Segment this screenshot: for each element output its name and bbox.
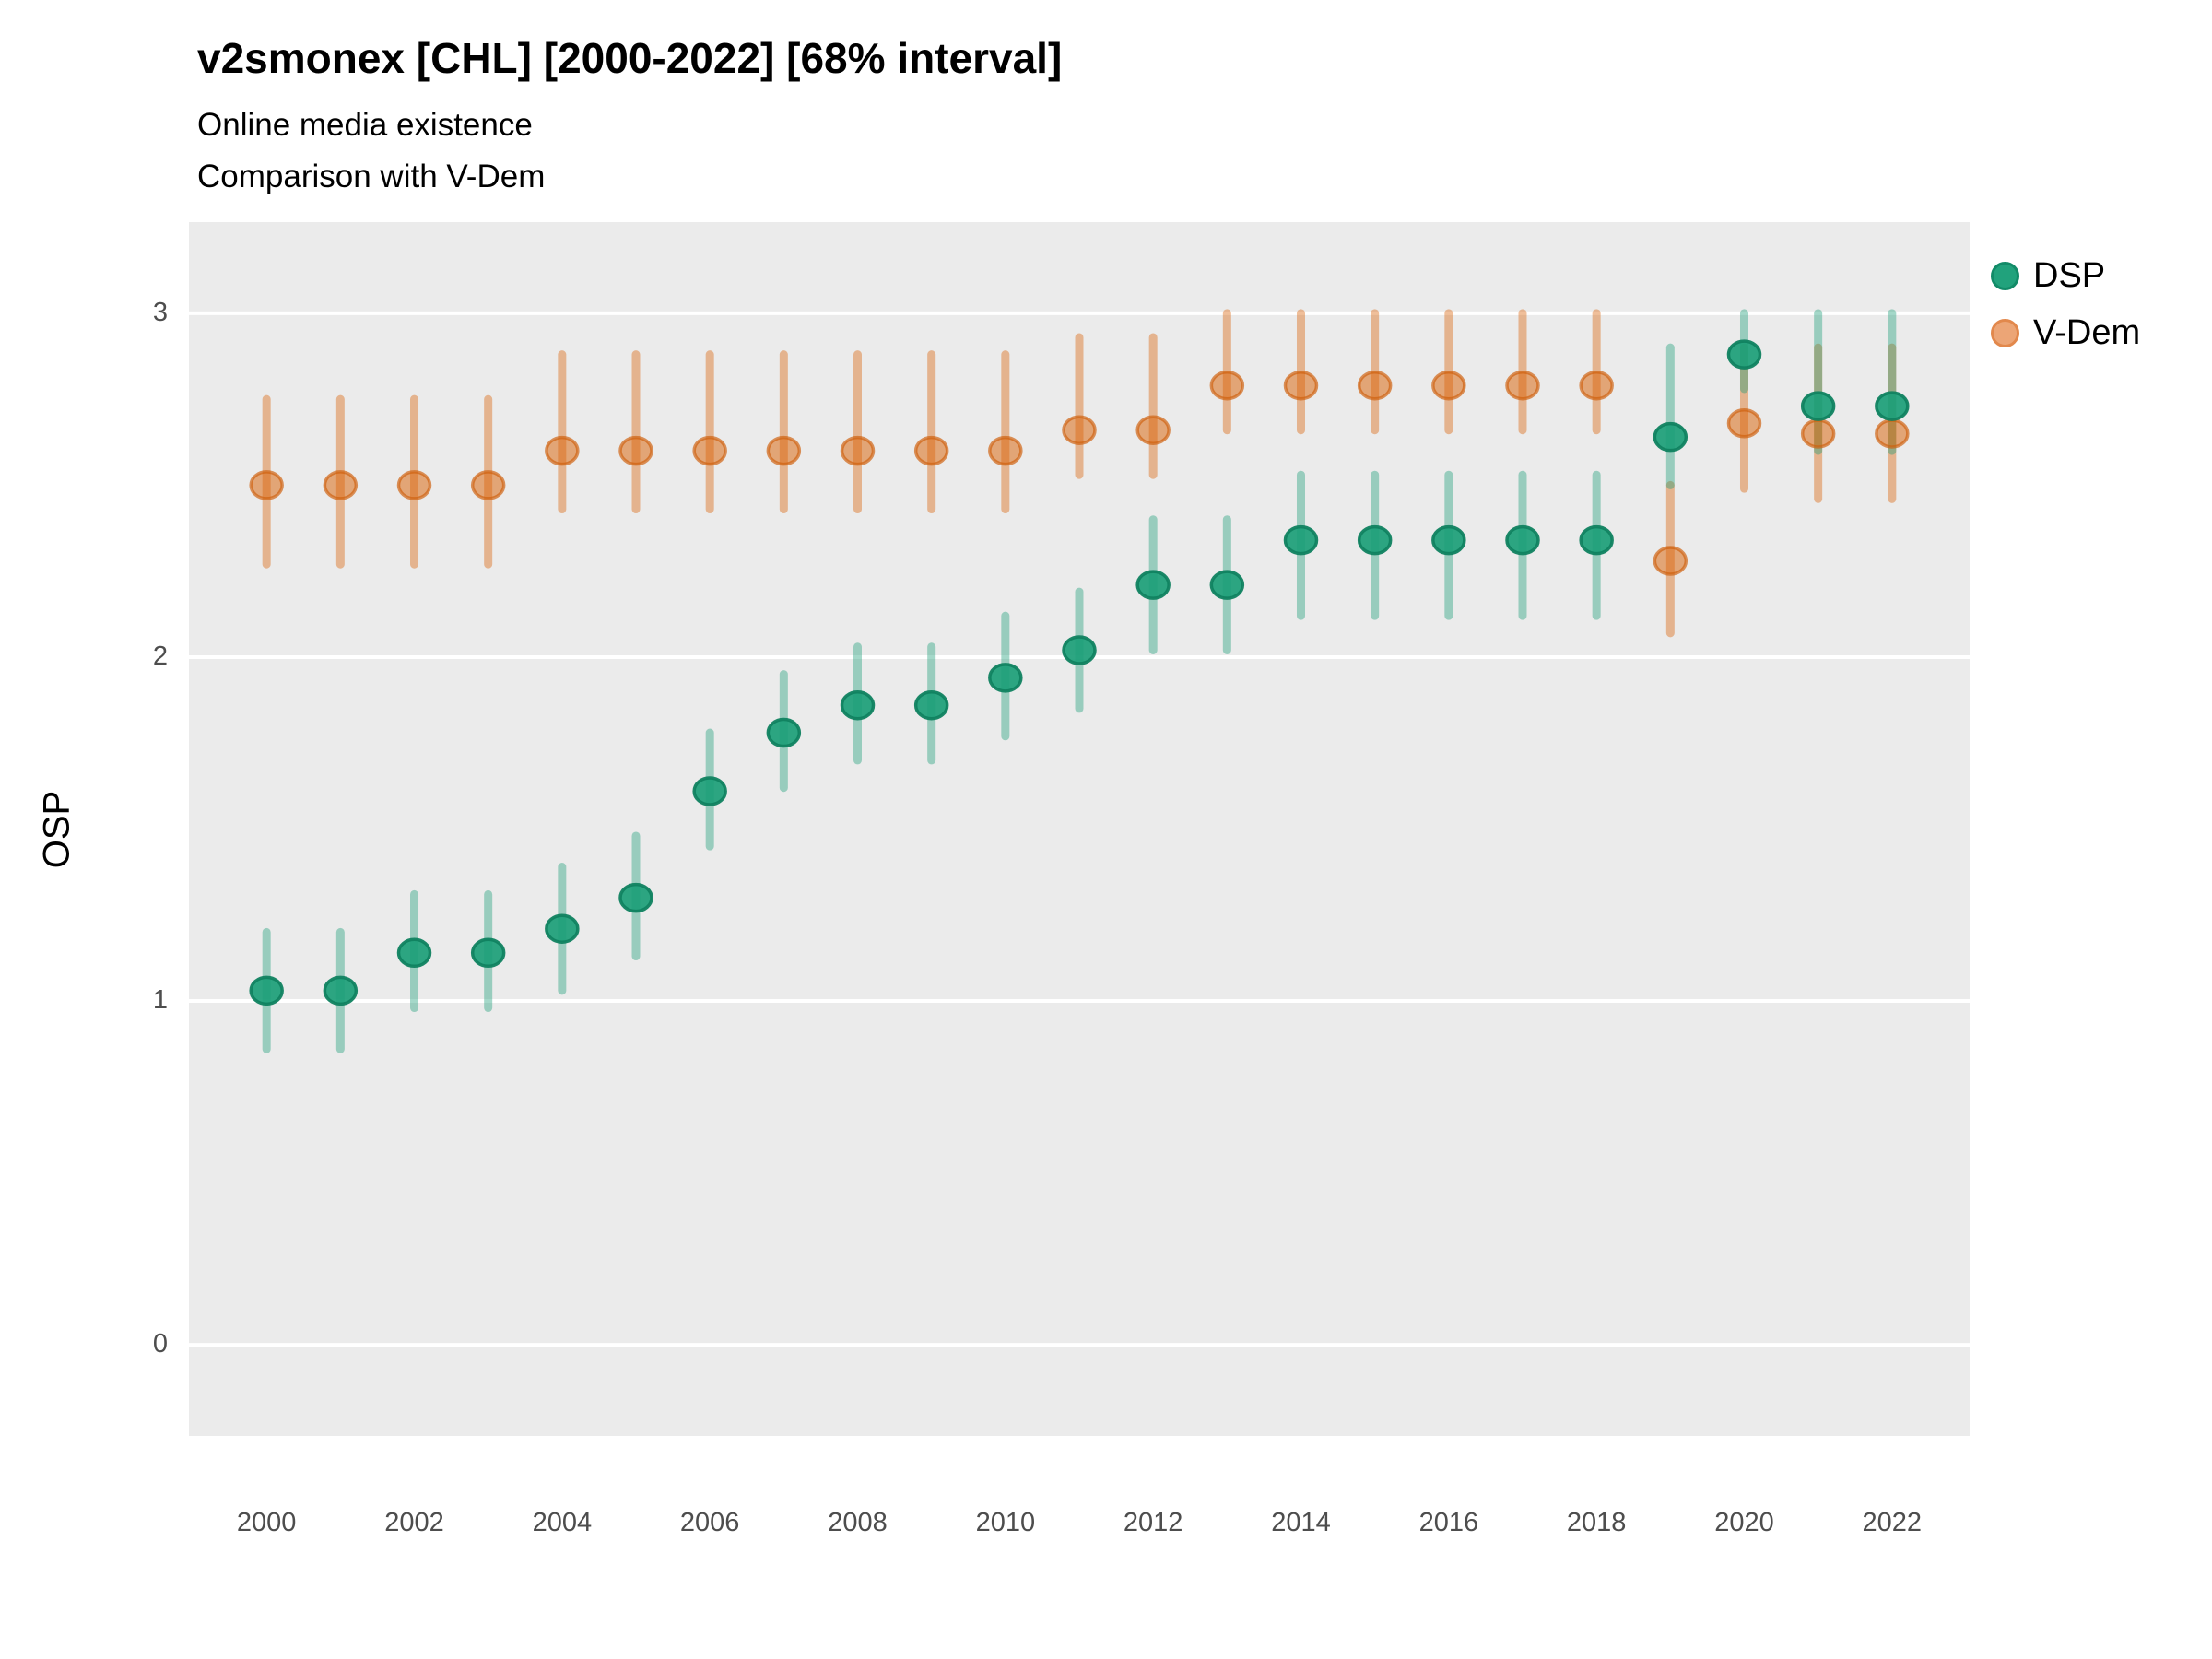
x-tick-label-2022: 2022 <box>1862 1508 1923 1537</box>
v-dem-data-point-2001 <box>323 470 359 500</box>
y-tick-label-3: 3 <box>152 297 168 327</box>
x-tick-label-2020: 2020 <box>1714 1508 1774 1537</box>
v-dem-data-point-2013 <box>1209 370 1245 401</box>
v-dem-data-point-2017 <box>1505 370 1540 401</box>
dsp-data-point-2017 <box>1505 524 1540 556</box>
chart-subtitle-2: Comparison with V-Dem <box>197 159 546 194</box>
x-tick-label-2012: 2012 <box>1123 1508 1183 1537</box>
dsp-data-point-2002 <box>396 937 432 969</box>
dsp-data-point-2014 <box>1283 524 1319 556</box>
x-tick-label-2004: 2004 <box>532 1508 593 1537</box>
v-dem-data-point-2012 <box>1135 415 1171 445</box>
v-dem-data-point-2016 <box>1431 370 1466 401</box>
dsp-data-point-2016 <box>1431 524 1466 556</box>
v-dem-data-point-2020 <box>1726 408 1762 439</box>
legend-item-dsp: DSP <box>1991 247 2140 304</box>
legend-item-vdem: V-Dem <box>1991 304 2140 361</box>
x-tick-label-2002: 2002 <box>384 1508 444 1537</box>
v-dem-data-point-2022 <box>1875 418 1910 449</box>
legend-label-vdem: V-Dem <box>2033 312 2141 352</box>
v-dem-data-point-2018 <box>1579 370 1614 401</box>
dsp-data-point-2008 <box>840 689 876 721</box>
x-tick-label-2006: 2006 <box>679 1508 740 1537</box>
v-dem-data-point-2000 <box>249 470 284 500</box>
dsp-data-point-2001 <box>323 975 359 1006</box>
dsp-data-point-2013 <box>1209 570 1245 600</box>
dsp-data-point-2011 <box>1062 635 1097 665</box>
v-dem-data-point-2008 <box>840 435 876 466</box>
legend: DSP V-Dem <box>1991 247 2140 361</box>
y-tick-label-2: 2 <box>152 641 168 671</box>
chart-title: v2smonex [CHL] [2000-2022] [68% interval… <box>197 34 1063 82</box>
dsp-data-point-2006 <box>692 776 727 806</box>
x-tick-label-2010: 2010 <box>975 1508 1036 1537</box>
v-dem-data-point-2003 <box>470 470 506 500</box>
x-tick-label-2014: 2014 <box>1271 1508 1331 1537</box>
v-dem-data-point-2019 <box>1653 546 1688 576</box>
dsp-data-point-2021 <box>1800 391 1836 421</box>
dsp-data-point-2000 <box>249 975 284 1006</box>
dsp-data-point-2005 <box>618 882 653 913</box>
dsp-data-point-2004 <box>545 913 580 944</box>
dsp-data-point-2007 <box>766 717 802 748</box>
x-tick-label-2008: 2008 <box>828 1508 888 1537</box>
y-tick-label-1: 1 <box>152 985 168 1016</box>
dsp-data-point-2019 <box>1653 421 1688 453</box>
v-dem-data-point-2004 <box>545 435 580 466</box>
dsp-data-point-2003 <box>470 937 506 969</box>
x-tick-label-2016: 2016 <box>1418 1508 1479 1537</box>
v-dem-data-point-2006 <box>692 435 727 466</box>
v-dem-data-point-2009 <box>913 435 949 466</box>
x-tick-label-2018: 2018 <box>1566 1508 1627 1537</box>
dsp-data-point-2022 <box>1875 391 1910 421</box>
v-dem-data-point-2015 <box>1357 370 1393 401</box>
dsp-data-point-2012 <box>1135 570 1171 600</box>
v-dem-data-point-2014 <box>1283 370 1319 401</box>
vdem-legend-dot-icon <box>1991 318 2019 347</box>
x-tick-label-2000: 2000 <box>236 1508 297 1537</box>
dsp-data-point-2015 <box>1357 524 1393 556</box>
dsp-legend-dot-icon <box>1991 261 2019 290</box>
y-tick-label-0: 0 <box>152 1329 168 1359</box>
dsp-data-point-2010 <box>988 663 1023 693</box>
dsp-data-point-2020 <box>1726 339 1762 370</box>
v-dem-data-point-2021 <box>1800 418 1836 449</box>
v-dem-data-point-2002 <box>396 470 432 500</box>
v-dem-data-point-2010 <box>988 435 1023 466</box>
v-dem-data-point-2011 <box>1062 415 1097 445</box>
chart-subtitle: Online media existence <box>197 107 533 143</box>
dsp-data-point-2018 <box>1579 524 1614 556</box>
dsp-data-point-2009 <box>913 689 949 721</box>
legend-label-dsp: DSP <box>2033 255 2106 295</box>
v-dem-data-point-2005 <box>618 435 653 466</box>
v-dem-data-point-2007 <box>766 435 802 466</box>
